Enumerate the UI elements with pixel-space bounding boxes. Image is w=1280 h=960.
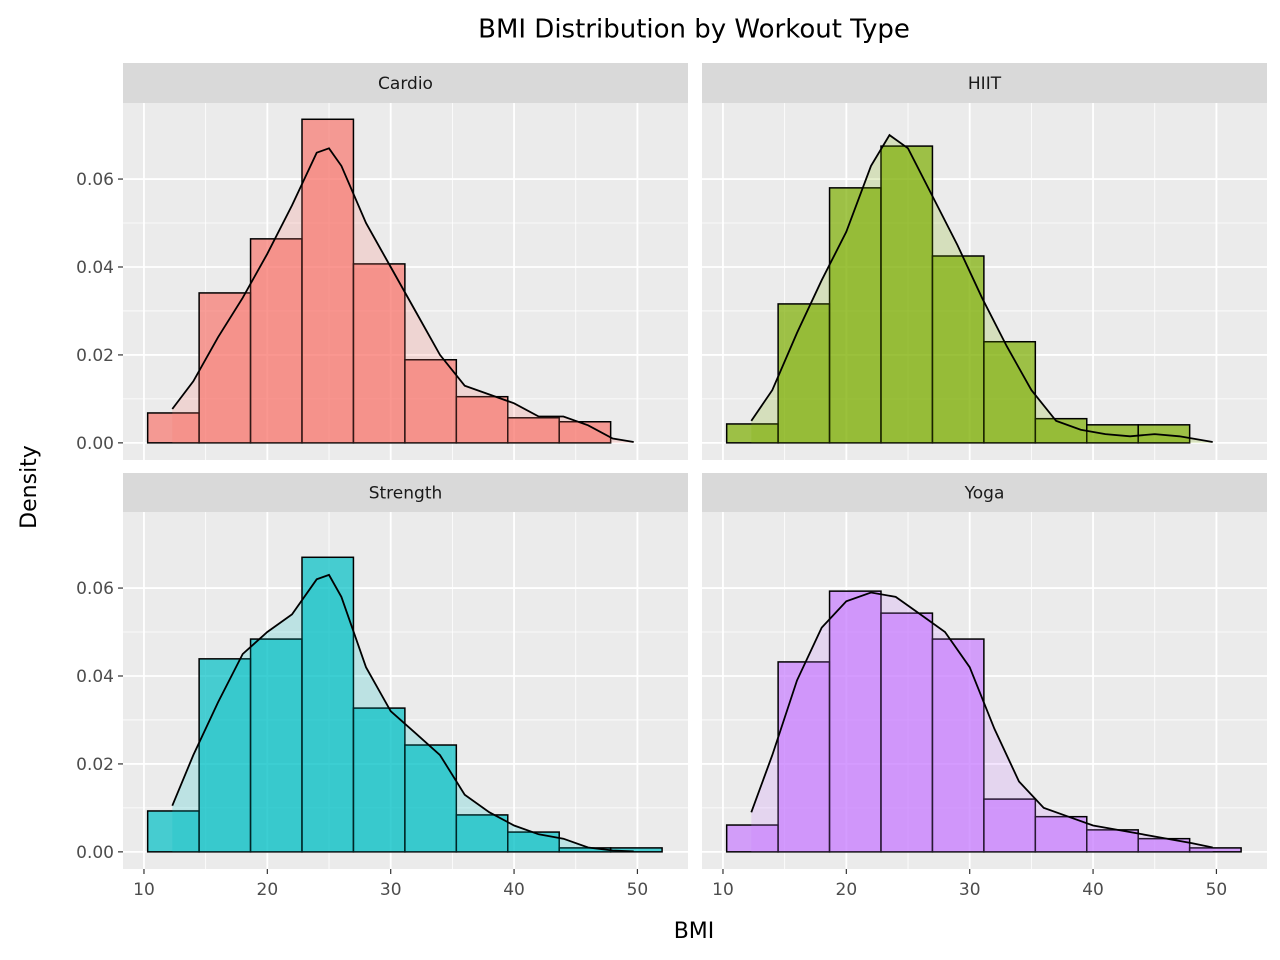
density-area <box>172 574 634 852</box>
y-tick-label: 0.00 <box>76 843 114 863</box>
x-tick-label: 20 <box>257 880 279 900</box>
x-axis-label: BMI <box>674 919 715 944</box>
histogram-bar <box>931 638 985 853</box>
strip-background <box>123 63 688 103</box>
density-area <box>751 135 1213 443</box>
density-line <box>750 133 1213 443</box>
histogram-bar <box>507 417 560 444</box>
y-tick-label: 0.02 <box>76 755 114 775</box>
histogram-bar <box>249 638 303 853</box>
x-tick-label: 50 <box>1206 880 1228 900</box>
histogram-bar <box>983 340 1037 444</box>
y-tick-label: 0.02 <box>76 346 114 366</box>
histogram-bar <box>777 303 831 444</box>
x-tick-label: 30 <box>380 880 402 900</box>
facet-label: Cardio <box>378 74 433 94</box>
histogram-bar <box>404 359 458 444</box>
y-tick-label: 0.04 <box>76 667 114 687</box>
histogram-bar <box>455 814 509 853</box>
strip-background <box>702 63 1267 103</box>
strip-background <box>702 473 1267 512</box>
y-tick-label: 0.04 <box>76 258 114 278</box>
x-tick-label: 20 <box>836 880 858 900</box>
histogram-bar <box>983 798 1037 853</box>
histogram-bar <box>1034 417 1088 444</box>
density-line <box>171 573 634 853</box>
histogram-bar <box>404 744 458 853</box>
histogram-bar <box>352 707 406 853</box>
facet-label: Strength <box>369 484 443 504</box>
density-area <box>172 148 634 443</box>
histogram-bar <box>558 421 612 444</box>
histogram-bar <box>1188 847 1242 853</box>
strip-background <box>123 473 688 512</box>
y-tick-label: 0.06 <box>76 170 114 190</box>
density-line <box>750 591 1213 849</box>
histogram-bar <box>1137 424 1191 444</box>
histogram-bar <box>880 612 934 853</box>
histogram-bar <box>352 263 406 444</box>
histogram-bar <box>880 145 934 444</box>
histogram-bar <box>828 187 882 444</box>
histogram-bar <box>198 658 252 853</box>
histogram-bar <box>198 292 252 444</box>
x-tick-label: 50 <box>627 880 649 900</box>
histogram-bar <box>777 661 831 853</box>
x-tick-label: 30 <box>959 880 981 900</box>
x-tick-label: 40 <box>503 880 525 900</box>
facet-label: HIIT <box>968 74 1002 94</box>
y-tick-label: 0.00 <box>76 434 114 454</box>
histogram-bar <box>455 395 509 444</box>
chart-title: BMI Distribution by Workout Type <box>478 15 910 45</box>
x-tick-label: 10 <box>712 880 734 900</box>
density-line <box>171 147 634 443</box>
y-tick-label: 0.06 <box>76 579 114 599</box>
facet-label: Yoga <box>964 484 1005 504</box>
x-tick-label: 40 <box>1082 880 1104 900</box>
histogram-bar <box>931 255 985 444</box>
y-axis-label: Density <box>17 445 42 529</box>
x-tick-label: 10 <box>133 880 155 900</box>
histogram-bar <box>146 810 200 853</box>
histogram-bar <box>828 590 882 853</box>
density-area <box>751 592 1213 852</box>
histogram-bar <box>249 238 303 444</box>
